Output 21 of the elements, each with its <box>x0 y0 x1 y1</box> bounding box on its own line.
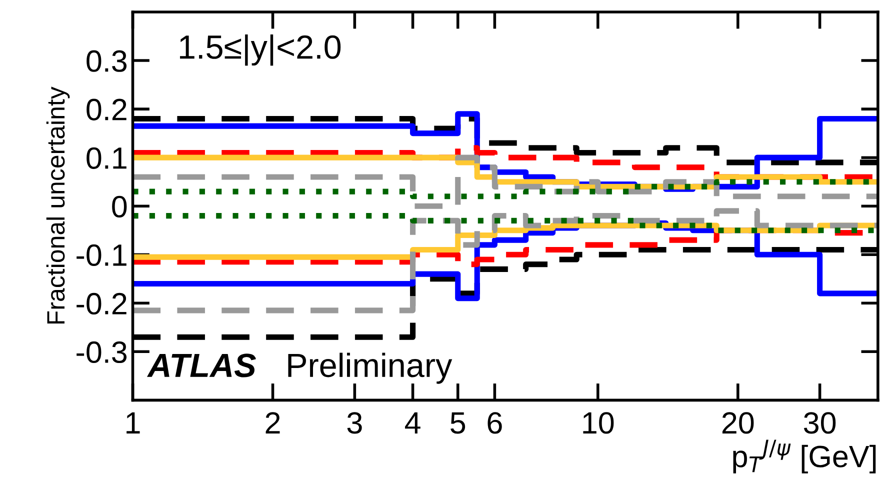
x-tick-label: 2 <box>266 412 280 434</box>
x-tick-label: 1 <box>126 412 140 434</box>
y-axis-title: Fractional uncertainty <box>46 86 70 324</box>
y-tick-label: 0.3 <box>86 50 127 72</box>
y-tick-label: -0.1 <box>76 244 126 266</box>
annotation: Preliminary <box>288 352 452 384</box>
y-tick-label: 0.1 <box>86 147 126 169</box>
y-tick-label: 0.2 <box>86 98 126 120</box>
x-tick-label: 4 <box>404 412 420 434</box>
x-tick-label: 20 <box>722 412 754 434</box>
x-tick-label: 3 <box>347 412 362 434</box>
y-tick-label: 0 <box>112 196 127 218</box>
annotation: 1.5≤|y|<2.0 <box>180 34 341 66</box>
y-tick-label: -0.3 <box>76 341 127 364</box>
x-tick-label: 6 <box>488 412 502 434</box>
annotation: ATLAS <box>146 354 256 378</box>
x-axis-title: p$_{T}$$^{J/ψ}$ [GeV] <box>733 440 876 474</box>
x-tick-label: 5 <box>450 412 466 434</box>
x-tick-label: 10 <box>583 412 614 434</box>
x-tick-label: 30 <box>804 412 836 434</box>
y-tick-label: -0.2 <box>76 292 126 315</box>
